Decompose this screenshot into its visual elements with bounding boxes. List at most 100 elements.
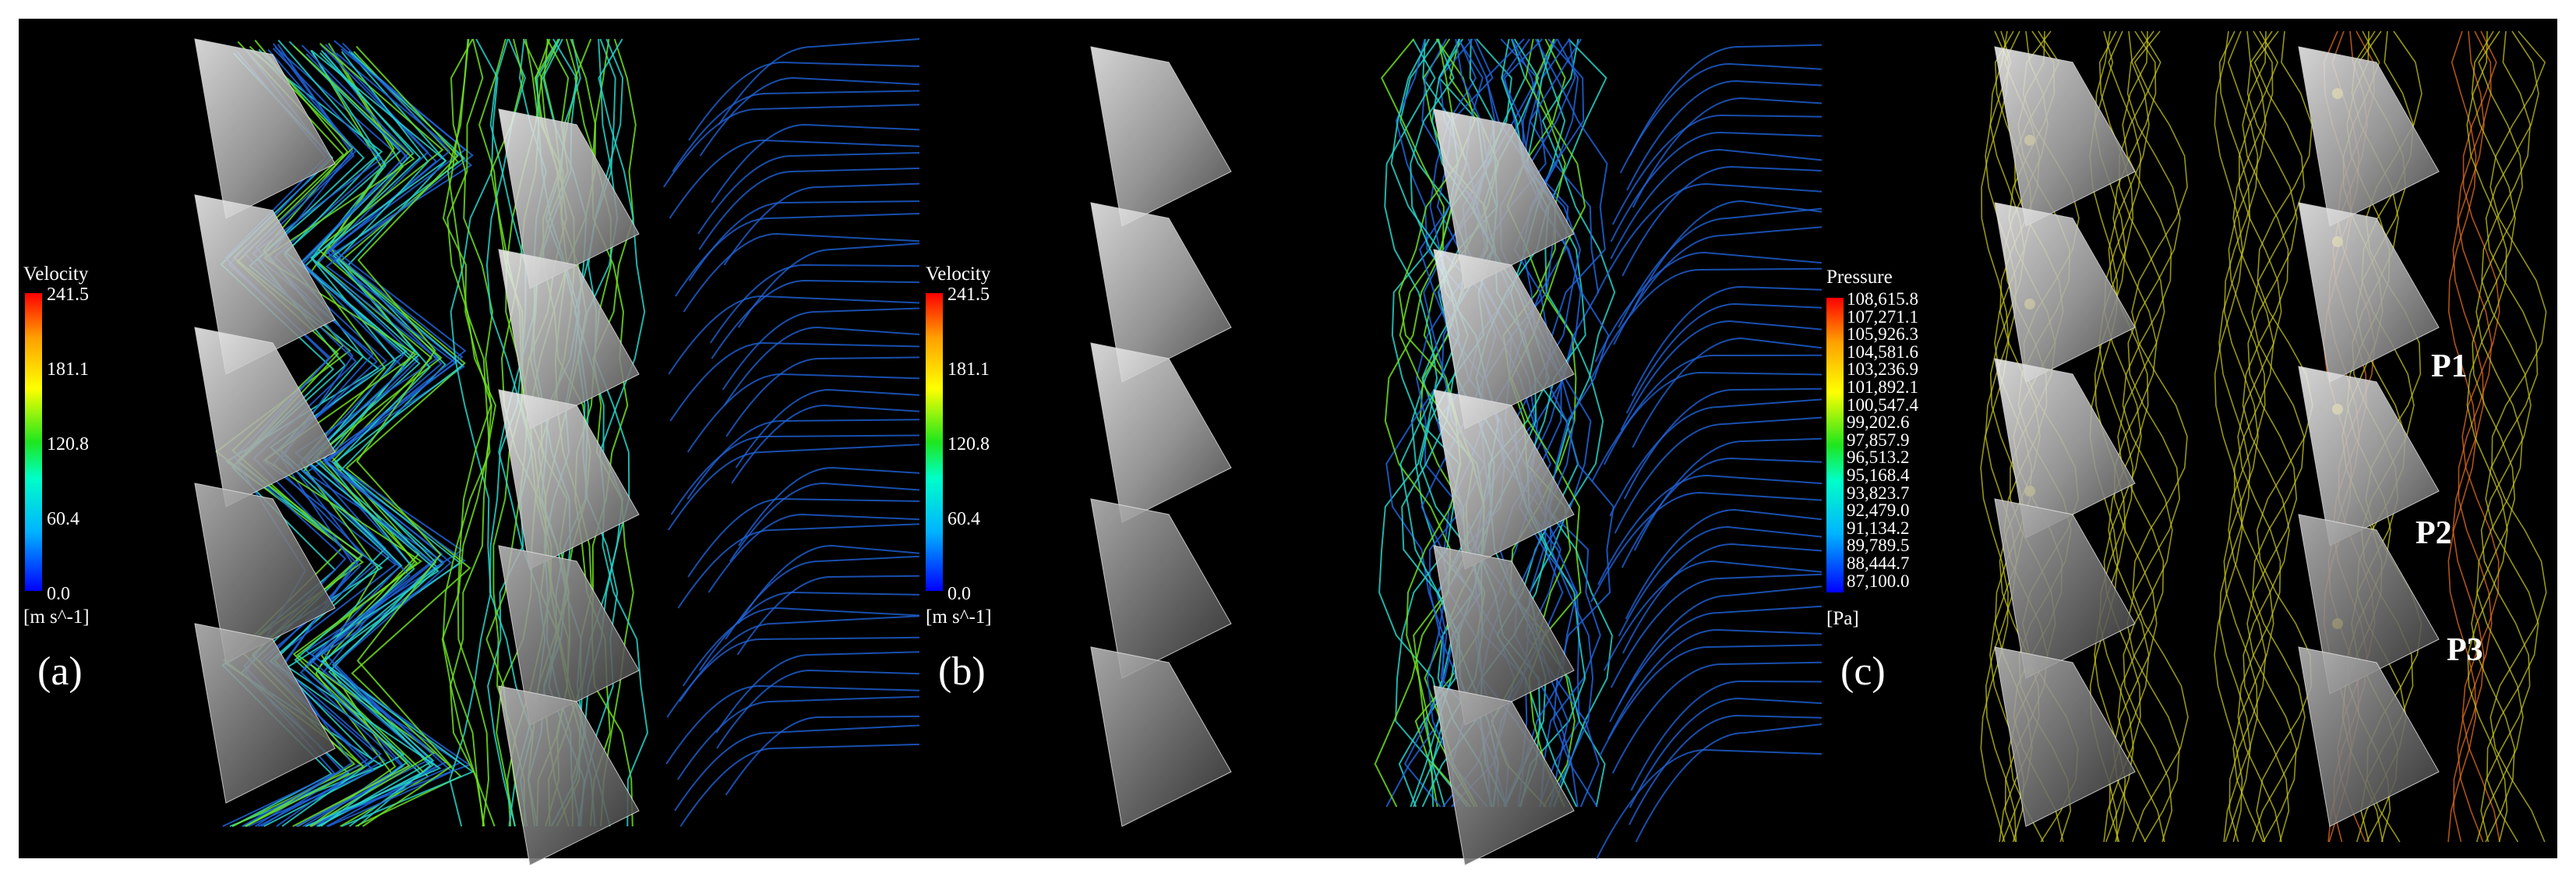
- legend-a-tick: 60.4: [47, 509, 79, 529]
- streamline: [682, 606, 920, 687]
- streamline: [666, 636, 920, 718]
- streamline: [355, 45, 459, 827]
- streamline: [1603, 354, 1823, 465]
- contour-line: [2256, 30, 2313, 843]
- panel-label-c: (c): [1840, 649, 1886, 694]
- streamline: [1610, 148, 1823, 260]
- streamline: [1612, 114, 1823, 225]
- legend-c-title: Pressure: [1826, 267, 1893, 288]
- legend-c-tick: 105,926.3: [1847, 324, 1918, 345]
- contour-line: [2480, 30, 2532, 843]
- streamline: [1629, 714, 1823, 826]
- streamline: [1629, 697, 1823, 808]
- streamline: [736, 575, 920, 656]
- streamline: [709, 263, 920, 344]
- legend-c-tick: 95,168.4: [1847, 465, 1910, 485]
- stator-blade: [2298, 46, 2440, 227]
- streamline: [670, 434, 920, 515]
- streamline: [711, 123, 920, 203]
- streamline: [725, 715, 920, 796]
- legend-a-colorbar: [25, 293, 42, 591]
- streamline: [677, 523, 920, 609]
- contour-line: [2485, 30, 2539, 843]
- streamline: [672, 90, 920, 172]
- streamline: [1611, 661, 1823, 774]
- contour-line: [2108, 30, 2150, 843]
- streamline: [686, 373, 920, 453]
- rotor-blade: [1994, 202, 2136, 383]
- streamline: [729, 482, 920, 562]
- streamline: [715, 651, 920, 734]
- streamline: [1594, 251, 1823, 362]
- streamline: [1630, 680, 1823, 791]
- streamline: [668, 295, 920, 375]
- panel-label-a: (a): [37, 649, 83, 694]
- legend-a-tick: 120.8: [47, 434, 89, 454]
- streamline: [723, 326, 920, 406]
- legend-c-unit: [Pa]: [1826, 608, 1859, 629]
- contour-line: [2126, 30, 2181, 843]
- stator-blade: [2298, 514, 2440, 695]
- contour-line: [2471, 30, 2516, 843]
- stator-blade: [1433, 249, 1575, 430]
- contour-line: [2232, 30, 2274, 843]
- contour-line: [2490, 30, 2547, 843]
- streamline: [675, 213, 920, 297]
- contour-line: [2457, 30, 2493, 843]
- streamline: [1398, 38, 1473, 808]
- legend-c-tick: 97,857.9: [1847, 430, 1910, 450]
- streamline: [735, 388, 920, 469]
- legend-a-tick: 241.5: [47, 285, 89, 305]
- streamline: [1625, 302, 1823, 414]
- rotor-blade: [1994, 646, 2136, 827]
- streamline: [676, 695, 920, 780]
- streamline: [688, 61, 920, 141]
- legend-b-unit: [m s^-1]: [926, 606, 992, 628]
- streamline: [683, 232, 920, 313]
- streamline: [1620, 320, 1823, 431]
- streamline: [1599, 644, 1823, 757]
- streamline: [723, 182, 920, 266]
- legend-b-tick: 241.5: [947, 285, 990, 305]
- streamline: [1631, 285, 1823, 397]
- contour-line: [2461, 30, 2500, 843]
- point-label-p1: P1: [2431, 348, 2468, 384]
- contour-line: [2475, 30, 2524, 843]
- streamline: [1390, 38, 1460, 808]
- legend-c-tick: 89,789.5: [1847, 536, 1910, 556]
- streamline: [708, 513, 920, 593]
- legend-c-tick: 103,236.9: [1847, 359, 1918, 380]
- streamline: [450, 38, 494, 827]
- point-label-p3: P3: [2447, 632, 2483, 668]
- streamlines-layer: [215, 38, 1823, 860]
- streamline: [1614, 416, 1823, 534]
- legend-a-unit: [m s^-1]: [23, 606, 90, 628]
- streamline: [665, 684, 920, 765]
- streamline: [711, 279, 920, 359]
- contour-line: [2452, 30, 2485, 843]
- panel-label-b: (b): [938, 649, 986, 694]
- rotor-blade: [1090, 46, 1232, 227]
- streamline: [667, 444, 920, 531]
- stator-blade: [1433, 685, 1575, 866]
- streamline: [1385, 38, 1465, 808]
- rotor-blade: [194, 483, 336, 663]
- legend-c-tick: 88,444.7: [1847, 553, 1910, 573]
- legend-c-tick: 93,823.7: [1847, 483, 1910, 503]
- legend-a-tick: 181.1: [47, 359, 89, 380]
- legend-b-tick: 120.8: [947, 434, 990, 454]
- stator-blade: [1433, 389, 1575, 570]
- streamline: [1374, 38, 1452, 808]
- legend-c-tick: 107,271.1: [1847, 306, 1918, 327]
- streamline: [1607, 628, 1823, 740]
- streamline: [1610, 573, 1823, 688]
- streamline: [592, 38, 637, 827]
- streamline: [686, 419, 920, 500]
- stator-blade: [1433, 108, 1575, 289]
- contour-line: [1989, 30, 2025, 843]
- stator-blade: [2298, 202, 2440, 383]
- legend-b-tick: 0.0: [947, 584, 971, 604]
- legend-b-colorbar: [926, 293, 943, 591]
- contour-line: [2242, 30, 2290, 843]
- legend-b-title: Velocity: [926, 263, 991, 285]
